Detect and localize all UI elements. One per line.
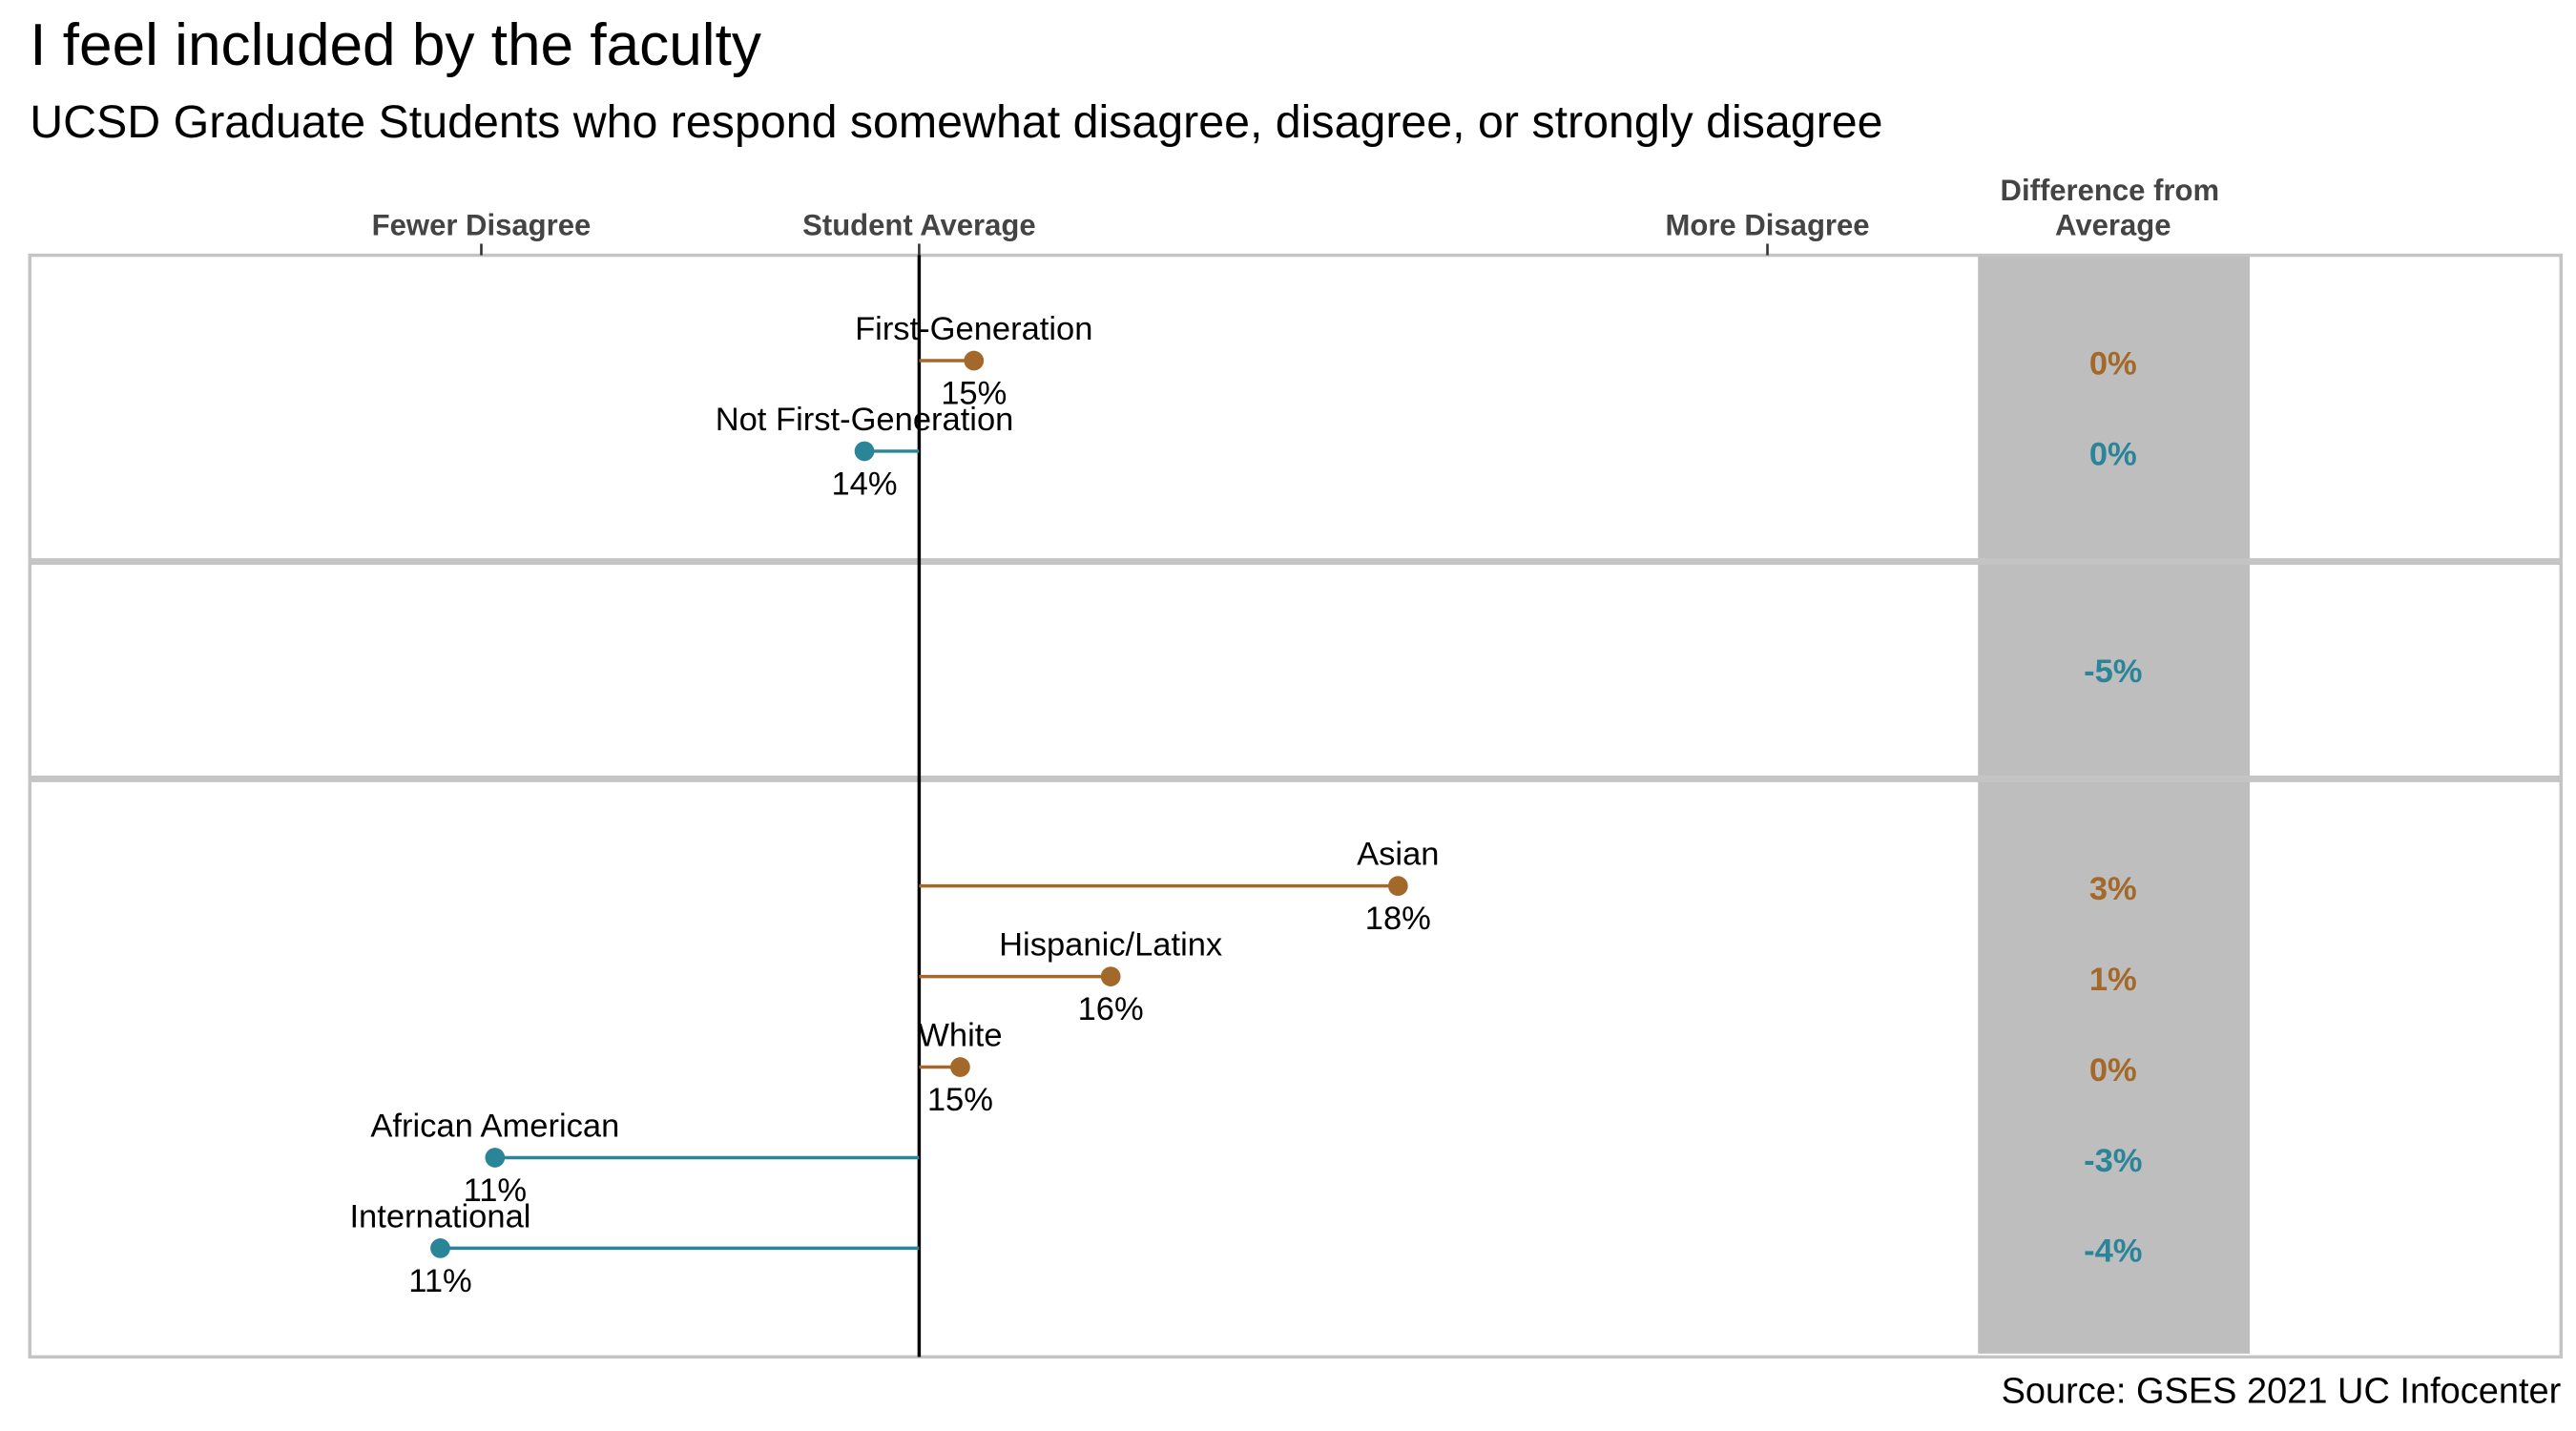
dot <box>964 350 985 371</box>
diff-label: -5% <box>2084 653 2142 690</box>
value-label: 15% <box>941 375 1007 411</box>
row-label: African American <box>370 1109 619 1145</box>
diff-header: Average <box>2055 208 2171 241</box>
row-label: Not First-Generation <box>716 402 1014 438</box>
dot <box>1387 876 1408 897</box>
x-tick-label: Fewer Disagree <box>372 208 592 241</box>
diff-label: 0% <box>2089 1052 2137 1089</box>
diff-header: Difference from <box>2001 174 2220 207</box>
value-label: 11% <box>464 1172 528 1209</box>
row-label: Asian <box>1357 837 1439 873</box>
x-tick-label: Student Average <box>802 208 1036 241</box>
dot <box>854 441 875 462</box>
diff-label: 0% <box>2089 436 2137 472</box>
diff-label: 1% <box>2089 962 2137 998</box>
dot <box>430 1238 450 1258</box>
x-tick-label: More Disagree <box>1665 208 1869 241</box>
diff-label: -3% <box>2084 1143 2142 1179</box>
dot <box>485 1148 506 1168</box>
row-label: Hispanic/Latinx <box>999 927 1222 964</box>
value-label: 16% <box>1078 991 1144 1027</box>
chart-title: I feel included by the faculty <box>30 12 761 78</box>
row-label: First-Generation <box>855 311 1092 347</box>
value-label: 18% <box>1365 901 1431 937</box>
value-label: 15% <box>927 1082 993 1118</box>
panel <box>28 778 2564 1359</box>
diff-label: 3% <box>2089 871 2137 907</box>
value-label: 11% <box>408 1263 472 1299</box>
chart-subtitle: UCSD Graduate Students who respond somew… <box>30 96 1882 148</box>
panel <box>28 253 2564 562</box>
dot <box>950 1057 970 1077</box>
dot <box>1100 966 1121 986</box>
value-label: 14% <box>831 466 897 502</box>
source: Source: GSES 2021 UC Infocenter <box>2002 1371 2562 1411</box>
row-label: White <box>918 1018 1002 1054</box>
diff-label: -4% <box>2084 1234 2142 1270</box>
diff-column <box>1978 255 2251 1354</box>
panel <box>28 561 2564 779</box>
row-label: International <box>349 1198 530 1234</box>
diff-label: 0% <box>2089 345 2137 382</box>
